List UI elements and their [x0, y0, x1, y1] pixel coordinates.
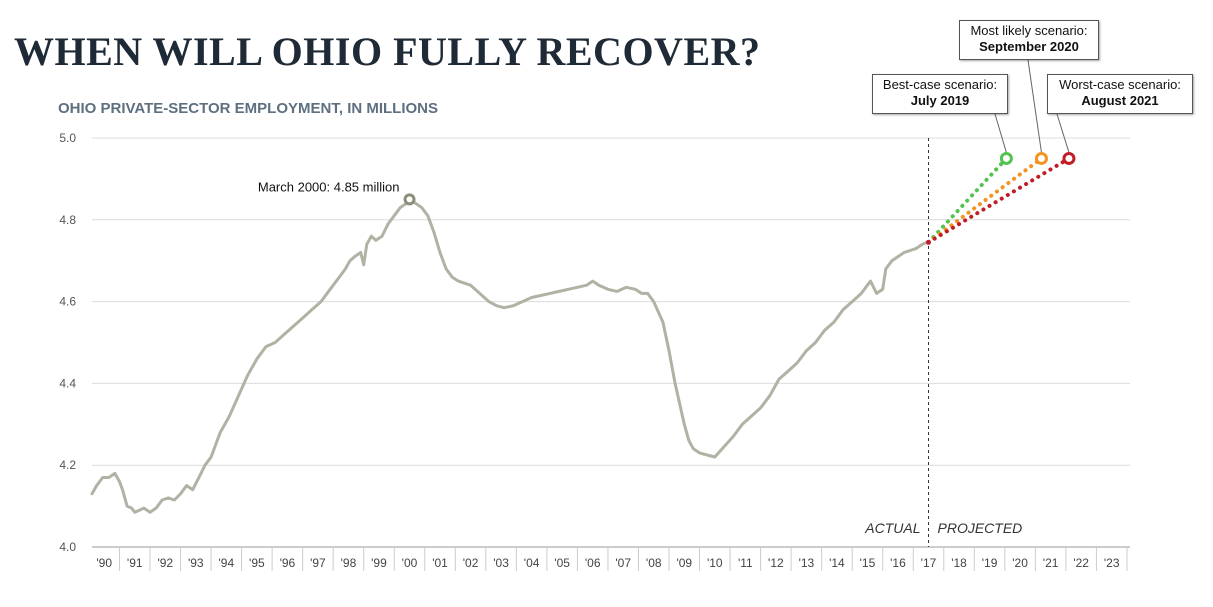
y-tick-label: 4.6	[59, 295, 76, 309]
x-tick-label: '05	[554, 556, 570, 570]
x-tick-label: '94	[219, 556, 235, 570]
callout-worst-case-label: Worst-case scenario:	[1059, 77, 1181, 92]
callout-most-likely-label: Most likely scenario:	[970, 23, 1088, 38]
callout-best-case-label: Best-case scenario:	[882, 77, 998, 92]
x-tick-label: '02	[463, 556, 479, 570]
x-tick-label: '09	[676, 556, 692, 570]
x-tick-label: '23	[1104, 556, 1120, 570]
callout-most-likely-date: September 2020	[979, 39, 1079, 54]
y-tick-label: 4.4	[59, 376, 76, 390]
x-tick-label: '00	[402, 556, 418, 570]
peak-annotation: March 2000: 4.85 million	[258, 179, 400, 194]
x-tick-label: '04	[524, 556, 540, 570]
x-tick-label: '01	[432, 556, 448, 570]
x-tick-label: '97	[310, 556, 326, 570]
x-tick-label: '18	[951, 556, 967, 570]
x-tick-label: '99	[371, 556, 387, 570]
x-tick-label: '06	[585, 556, 601, 570]
callout-best-case-date: July 2019	[910, 93, 970, 108]
x-tick-label: '21	[1043, 556, 1059, 570]
x-tick-label: '20	[1012, 556, 1028, 570]
x-tick-label: '90	[96, 556, 112, 570]
x-tick-label: '19	[982, 556, 998, 570]
leader-line-best-case	[994, 113, 1007, 153]
x-tick-label: '15	[860, 556, 876, 570]
endpoint-marker-most-likely	[1034, 151, 1048, 165]
x-tick-label: '14	[829, 556, 845, 570]
x-tick-label: '93	[188, 556, 204, 570]
y-tick-label: 5.0	[59, 131, 76, 145]
x-tick-label: '95	[249, 556, 265, 570]
chart-subtitle: OHIO PRIVATE-SECTOR EMPLOYMENT, IN MILLI…	[58, 100, 439, 117]
y-tick-label: 4.0	[59, 540, 76, 554]
x-tick-label: '96	[280, 556, 296, 570]
x-tick-label: '16	[890, 556, 906, 570]
projected-label: PROJECTED	[938, 520, 1023, 536]
x-tick-label: '92	[157, 556, 173, 570]
leader-line-worst-case	[1056, 113, 1070, 153]
projection-start-point	[926, 239, 932, 245]
x-tick-label: '08	[646, 556, 662, 570]
x-tick-label: '22	[1073, 556, 1089, 570]
series-actual-employment	[90, 197, 929, 514]
chart-title: WHEN WILL OHIO FULLY RECOVER?	[14, 29, 761, 74]
x-tick-label: '98	[341, 556, 357, 570]
callout-worst-case-date: August 2021	[1081, 93, 1159, 108]
x-tick-label: '12	[768, 556, 784, 570]
x-tick-label: '13	[799, 556, 815, 570]
y-tick-label: 4.2	[59, 458, 76, 472]
peak-marker	[403, 193, 416, 206]
actual-label: ACTUAL	[864, 520, 920, 536]
x-tick-label: '91	[127, 556, 143, 570]
y-tick-label: 4.8	[59, 213, 76, 227]
callout-worst-case: Worst-case scenario: August 2021	[1047, 74, 1193, 114]
x-tick-label: '03	[493, 556, 509, 570]
endpoint-marker-worst-case	[1062, 151, 1076, 165]
x-tick-label: '10	[707, 556, 723, 570]
callout-most-likely: Most likely scenario: September 2020	[959, 20, 1099, 60]
x-tick-label: '11	[738, 556, 753, 570]
leader-line-most-likely	[1027, 59, 1042, 153]
series-projection-best-case	[926, 156, 1009, 245]
series-projection-most-likely	[926, 156, 1044, 245]
endpoint-marker-best-case	[999, 151, 1013, 165]
x-tick-label: '07	[615, 556, 631, 570]
callout-best-case: Best-case scenario: July 2019	[872, 74, 1008, 114]
series-projection-worst-case	[926, 156, 1071, 245]
x-tick-label: '17	[921, 556, 937, 570]
